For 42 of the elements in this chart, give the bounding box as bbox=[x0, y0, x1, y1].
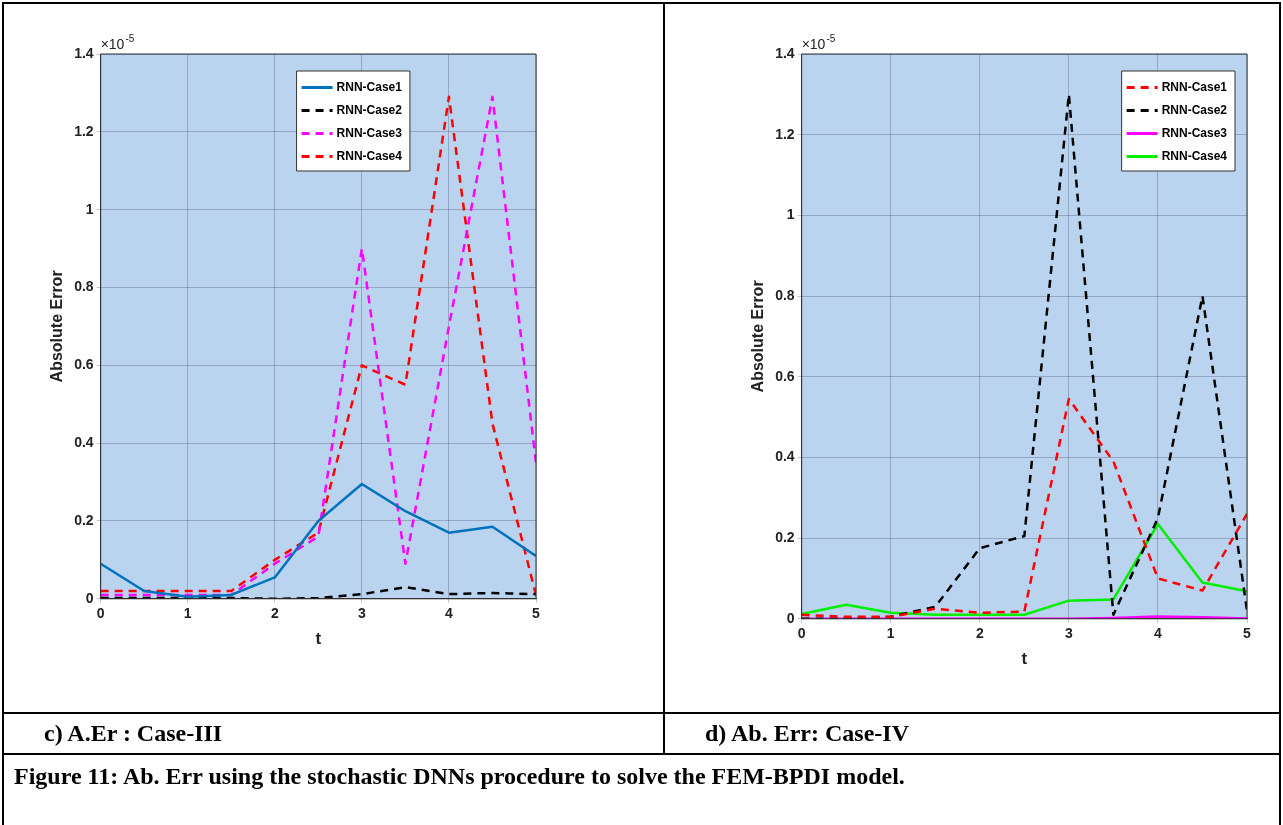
y-tick-label: 1 bbox=[85, 200, 94, 217]
y-axis-title: Absolute Error bbox=[749, 280, 767, 393]
x-tick-label: 1 bbox=[183, 605, 192, 622]
x-tick-label: 0 bbox=[96, 605, 105, 622]
x-tick-label: 4 bbox=[445, 605, 454, 622]
x-tick-label: 3 bbox=[357, 605, 366, 622]
y-tick-label: 1.4 bbox=[775, 44, 795, 61]
y-tick-label: 0.4 bbox=[74, 434, 94, 450]
x-axis-title: t bbox=[1021, 649, 1028, 669]
legend-label: RNN-Case1 bbox=[336, 79, 403, 94]
x-tick-label: 2 bbox=[975, 625, 984, 642]
y-tick-label: 0.4 bbox=[775, 448, 795, 465]
y-tick-label: 0.6 bbox=[775, 367, 795, 384]
y-tick-label: 0 bbox=[85, 589, 94, 606]
y-axis-title: Absolute Error bbox=[48, 270, 66, 383]
y-tick-label: 1.4 bbox=[74, 44, 94, 61]
x-axis-title: t bbox=[315, 629, 322, 649]
y-tick-label: 0.2 bbox=[775, 528, 795, 545]
legend-label: RNN-Case3 bbox=[336, 125, 403, 140]
y-tick-label: 0.6 bbox=[74, 356, 94, 373]
y-tick-label: 0.8 bbox=[775, 286, 795, 303]
x-tick-label: 1 bbox=[886, 625, 895, 642]
text: d) Ab. Err: Case-IV bbox=[664, 713, 1280, 754]
legend-label: RNN-Case2 bbox=[336, 102, 403, 117]
legend-label: RNN-Case4 bbox=[1161, 148, 1228, 163]
x-tick-label: 5 bbox=[1243, 625, 1252, 642]
x-tick-label: 5 bbox=[532, 605, 541, 622]
text: c) A.Er : Case-III bbox=[3, 713, 664, 754]
y-tick-label: 0.8 bbox=[74, 278, 94, 295]
y-tick-label: 0.2 bbox=[74, 511, 94, 528]
caption: Figure 11: Ab. Err using the stochastic DNNs procedure to solve the FEM-BPDI model. bbox=[3, 754, 1280, 825]
y-tick-label: 1.2 bbox=[775, 125, 795, 142]
legend-label: RNN-Case2 bbox=[1161, 102, 1228, 117]
legend-label: RNN-Case4 bbox=[336, 148, 403, 163]
y-tick-label: 1.2 bbox=[74, 122, 94, 139]
legend-label: RNN-Case1 bbox=[1161, 79, 1228, 94]
y-tick-label: 1 bbox=[786, 206, 795, 223]
x-tick-label: 0 bbox=[797, 625, 806, 642]
x-tick-label: 3 bbox=[1064, 625, 1073, 642]
x-tick-label: 2 bbox=[270, 605, 279, 622]
x-tick-label: 4 bbox=[1154, 625, 1163, 642]
legend-label: RNN-Case3 bbox=[1161, 125, 1228, 140]
